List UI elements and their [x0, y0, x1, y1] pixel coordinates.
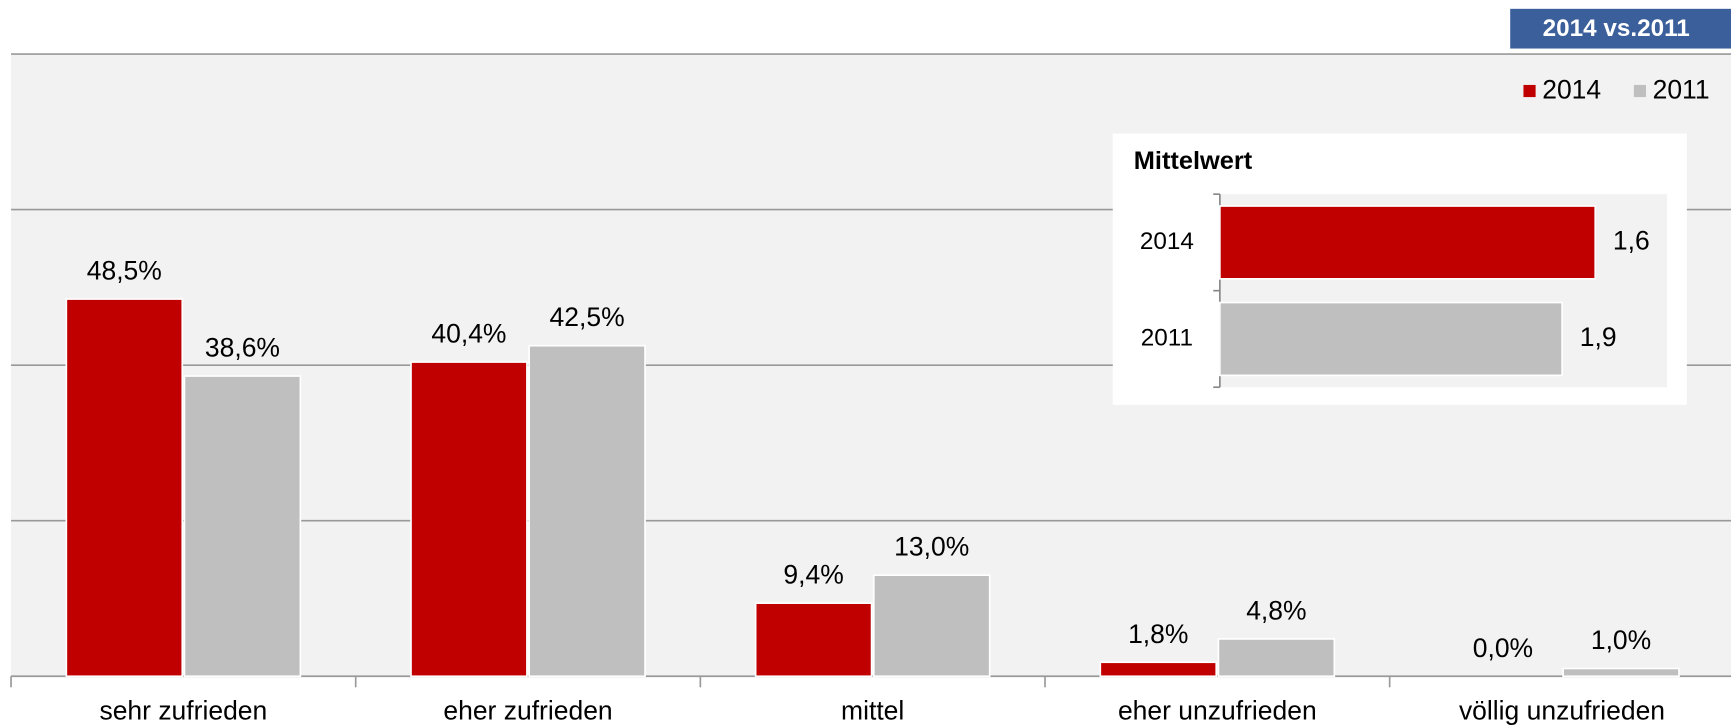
bar	[1217, 638, 1336, 678]
data-label: 4,8%	[1246, 595, 1306, 625]
legend-swatch	[1523, 84, 1536, 98]
bar	[183, 375, 302, 678]
legend-label: 2011	[1653, 75, 1710, 105]
x-tick-label: völlig unzufrieden	[1459, 696, 1665, 726]
bar	[1562, 667, 1680, 678]
bar	[65, 298, 184, 678]
bar	[410, 361, 528, 678]
bar	[528, 344, 646, 678]
badge-background	[1510, 8, 1731, 49]
legend-swatch	[1633, 84, 1646, 98]
x-tick-label: sehr zufrieden	[99, 696, 267, 726]
data-label: 1,0%	[1591, 625, 1651, 655]
data-label: 9,4%	[783, 560, 843, 590]
inset-data-label: 1,9	[1580, 322, 1617, 352]
data-label: 42,5%	[550, 302, 625, 332]
inset-title: Mittelwert	[1134, 147, 1253, 175]
inset-bar	[1219, 205, 1597, 280]
bar	[872, 574, 991, 678]
data-label: 13,0%	[894, 532, 969, 562]
bar	[754, 602, 873, 678]
inset-data-label: 1,6	[1613, 225, 1650, 255]
data-label: 40,4%	[431, 319, 506, 349]
badge: 2014 vs.2011	[1543, 15, 1690, 42]
data-label: 38,6%	[205, 333, 280, 363]
legend-label: 2014	[1542, 75, 1601, 105]
data-label: 0,0%	[1473, 633, 1533, 663]
bar	[1099, 661, 1218, 678]
data-label: 1,8%	[1128, 619, 1188, 649]
data-label: 48,5%	[87, 256, 162, 286]
inset-category-label: 2014	[1140, 228, 1194, 255]
x-tick-label: eher unzufrieden	[1118, 696, 1317, 726]
x-tick-label: mittel	[841, 696, 904, 726]
inset-category-label: 2011	[1141, 324, 1193, 351]
inset-bar	[1219, 301, 1563, 377]
x-tick-label: eher zufrieden	[443, 696, 612, 726]
